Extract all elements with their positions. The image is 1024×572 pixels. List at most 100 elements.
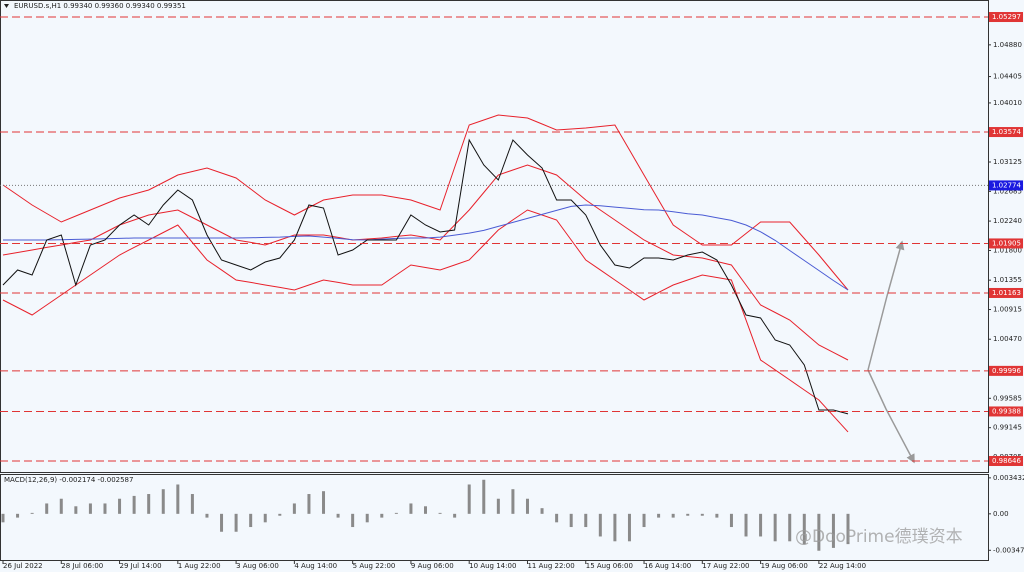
x-tick-label: 22 Aug 14:00 (819, 562, 866, 570)
level-label: 1.01163 (992, 289, 1021, 297)
macd-bar (263, 513, 267, 523)
x-tick-label: 4 Aug 14:00 (294, 562, 337, 570)
macd-bar (511, 489, 515, 514)
x-tick-label: 9 Aug 06:00 (411, 562, 454, 570)
macd-bar (365, 513, 369, 523)
y-tick-label: 1.03125 (993, 158, 1022, 166)
macd-bar (45, 503, 49, 514)
y-tick-label: 1.02240 (993, 217, 1022, 225)
macd-bar (613, 513, 617, 542)
chart-title: EURUSD.s,H1 0.99340 0.99360 0.99340 0.99… (14, 2, 186, 10)
macd-bar (16, 513, 20, 518)
macd-bar (74, 506, 78, 514)
macd-bar (220, 513, 224, 532)
macd-bar (176, 484, 180, 514)
macd-bar (598, 513, 602, 537)
level-label: 1.05297 (992, 13, 1021, 21)
macd-bar (249, 513, 253, 528)
macd-bar (496, 498, 500, 514)
macd-bar (205, 513, 209, 518)
macd-bar (438, 512, 442, 514)
macd-bar (802, 513, 806, 545)
price-label: 1.02774 (992, 181, 1021, 189)
macd-bar (525, 498, 529, 514)
macd-bar (584, 513, 588, 528)
level-label-box (989, 455, 1023, 466)
macd-bar (700, 513, 704, 516)
macd-bar (88, 503, 92, 514)
macd-bar (788, 513, 792, 542)
macd-bar (351, 513, 355, 528)
macd-bar (467, 484, 471, 514)
macd-bar (30, 512, 34, 514)
macd-bar (190, 494, 194, 514)
macd-bar (686, 513, 690, 516)
macd-bar (59, 498, 63, 514)
macd-bar (278, 513, 282, 516)
projection-arrow-up (867, 240, 905, 371)
macd-bar (729, 513, 733, 528)
macd-bar (322, 491, 326, 514)
macd-bar (453, 513, 457, 518)
y-tick-label: 1.00470 (993, 335, 1022, 343)
y-tick-label: -0.003478 (993, 546, 1024, 554)
y-tick-label: 1.04880 (993, 41, 1022, 49)
y-tick-label: 0.99585 (993, 394, 1022, 402)
macd-bar (555, 513, 559, 523)
y-tick-label: 1.01800 (993, 246, 1022, 254)
level-label-box (989, 365, 1023, 376)
level-label-box (989, 406, 1023, 417)
price-panel-frame (0, 0, 989, 473)
macd-bar (657, 513, 661, 518)
x-tick-label: 10 Aug 14:00 (469, 562, 516, 570)
price-label-box (989, 180, 1023, 191)
x-tick-label: 17 Aug 22:00 (702, 562, 749, 570)
macd-bar (642, 513, 646, 528)
x-tick-label: 5 Aug 22:00 (353, 562, 396, 570)
price-series (2, 138, 849, 415)
macd-bar (846, 513, 850, 545)
macd-bar (336, 513, 340, 518)
macd-bar (540, 508, 544, 514)
macd-bar (715, 513, 719, 518)
level-label: 0.99388 (992, 407, 1021, 415)
macd-bar (307, 494, 311, 514)
macd-panel-frame (0, 474, 989, 561)
price-series (2, 209, 849, 433)
x-tick-label: 1 Aug 22:00 (178, 562, 221, 570)
x-tick-label: 3 Aug 06:00 (236, 562, 279, 570)
macd-bar (627, 513, 631, 542)
level-label: 1.03574 (992, 128, 1021, 136)
macd-title: MACD(12,26,9) -0.002174 -0.002587 (4, 476, 133, 484)
macd-bar (759, 513, 763, 537)
macd-bar (292, 503, 296, 514)
price-series (2, 164, 849, 361)
y-tick-label: 0.003432 (993, 474, 1024, 482)
macd-bar (380, 513, 384, 518)
x-tick-label: 19 Aug 06:00 (761, 562, 808, 570)
x-tick-label: 11 Aug 22:00 (527, 562, 574, 570)
y-tick-label: 0.99145 (993, 424, 1022, 432)
macd-bar (118, 498, 122, 514)
macd-bar (147, 494, 151, 514)
y-tick-label: 1.01355 (993, 276, 1022, 284)
macd-bar (132, 495, 136, 514)
level-label: 0.99996 (992, 367, 1021, 375)
level-label: 1.01905 (992, 239, 1021, 247)
macd-bar (773, 513, 777, 542)
y-tick-label: 1.00915 (993, 306, 1022, 314)
y-tick-label: 1.02685 (993, 187, 1022, 195)
macd-bar (671, 513, 675, 518)
macd-bar (424, 506, 427, 514)
x-tick-label: 28 Jul 06:00 (61, 562, 103, 570)
y-tick-label: 0.00 (993, 510, 1009, 518)
symbol-arrow (4, 4, 9, 8)
x-tick-label: 26 Jul 2022 (3, 562, 43, 570)
macd-bar (103, 503, 107, 514)
macd-bar (409, 503, 413, 514)
price-series (2, 114, 849, 291)
x-tick-label: 29 Jul 14:00 (120, 562, 162, 570)
macd-bar (161, 489, 165, 514)
